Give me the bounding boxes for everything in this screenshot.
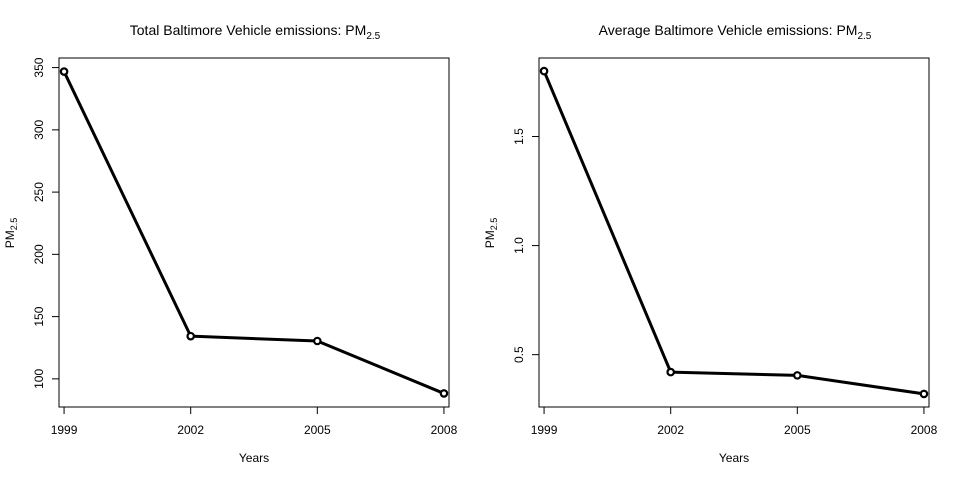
y-axis-label-subscript: 2.5 xyxy=(489,218,499,231)
y-axis-label-subscript: 2.5 xyxy=(9,218,19,231)
data-point xyxy=(539,66,549,76)
y-axis: 0.5 1.0 1.5 xyxy=(512,128,539,363)
data-point xyxy=(313,336,322,346)
chart-title-text: Average Baltimore Vehicle emissions: PM xyxy=(599,22,858,38)
chart-total-svg: Total Baltimore Vehicle emissions: PM2.5… xyxy=(3,22,458,465)
data-point xyxy=(439,389,449,398)
x-tick-label: 2002 xyxy=(657,423,684,437)
x-axis: 1999 2002 2005 2008 xyxy=(51,407,458,437)
y-tick-label: 250 xyxy=(32,182,46,202)
x-tick-label: 2002 xyxy=(177,423,204,437)
y-axis-label-text: PM xyxy=(483,230,497,248)
x-tick-label: 1999 xyxy=(51,423,78,437)
y-tick-label: 150 xyxy=(32,306,46,326)
x-tick-label: 2005 xyxy=(784,423,811,437)
y-tick-label: 300 xyxy=(32,120,46,140)
data-point xyxy=(666,367,675,377)
plot-frame xyxy=(538,57,930,408)
series xyxy=(59,67,449,398)
y-tick-label: 1.0 xyxy=(512,237,526,254)
series-line-segment xyxy=(795,373,926,396)
chart-title: Total Baltimore Vehicle emissions: PM2.5 xyxy=(130,22,381,42)
y-tick-label: 0.5 xyxy=(512,346,526,363)
data-point xyxy=(186,331,195,341)
x-axis: 1999 2002 2005 2008 xyxy=(531,407,938,437)
y-tick-label: 1.5 xyxy=(512,128,526,145)
chart-title-subscript: 2.5 xyxy=(366,31,380,42)
y-tick-label: 350 xyxy=(32,57,46,77)
chart-title-text: Total Baltimore Vehicle emissions: PM xyxy=(130,22,367,38)
series xyxy=(539,66,929,399)
y-tick-label: 100 xyxy=(32,369,46,389)
series-line-segment xyxy=(315,339,446,395)
data-point xyxy=(793,371,802,380)
x-tick-label: 2008 xyxy=(431,423,458,437)
y-axis-label: PM2.5 xyxy=(483,218,499,249)
x-axis-label: Years xyxy=(719,451,749,465)
y-axis: 100 150 200 250 300 350 xyxy=(32,57,59,389)
chart-average-svg: Average Baltimore Vehicle emissions: PM2… xyxy=(483,22,938,465)
series-line-segment xyxy=(542,69,673,374)
x-tick-label: 2005 xyxy=(304,423,331,437)
x-axis-label: Years xyxy=(239,451,269,465)
data-point xyxy=(919,389,929,399)
series-line-segment xyxy=(62,70,193,338)
y-tick-label: 200 xyxy=(32,244,46,264)
series-line-segment xyxy=(189,334,319,343)
x-tick-label: 1999 xyxy=(531,423,558,437)
x-tick-label: 2008 xyxy=(911,423,938,437)
chart-title-subscript: 2.5 xyxy=(857,31,871,42)
y-axis-label: PM2.5 xyxy=(3,218,19,249)
chart-panel-average: Average Baltimore Vehicle emissions: PM2… xyxy=(480,0,960,480)
y-axis-label-text: PM xyxy=(3,230,17,248)
chart-panel-total: Total Baltimore Vehicle emissions: PM2.5… xyxy=(3,22,458,465)
plot-frame xyxy=(58,57,450,408)
chart-title: Average Baltimore Vehicle emissions: PM2… xyxy=(599,22,872,42)
series-line-segment xyxy=(669,370,799,377)
data-point xyxy=(59,67,69,76)
